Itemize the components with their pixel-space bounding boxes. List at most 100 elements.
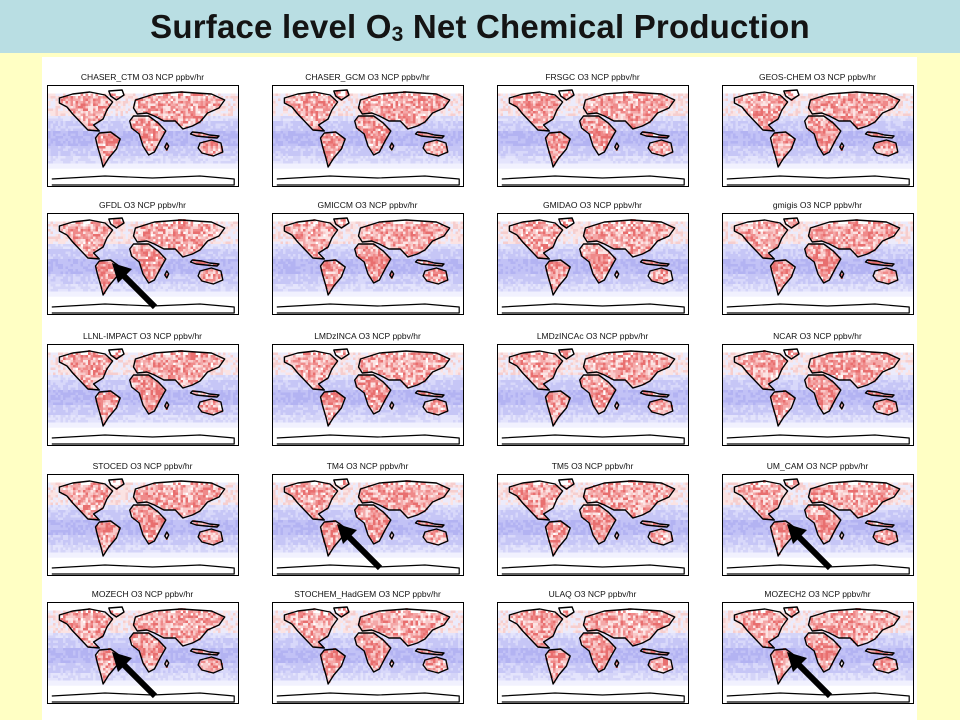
world-map-svg: [48, 606, 238, 703]
coastline: [283, 480, 339, 521]
model-map-panel: NCAR O3 NCP ppbv/hr: [719, 330, 916, 450]
coastline: [508, 350, 564, 391]
coastline: [783, 348, 800, 360]
coastline: [319, 131, 346, 168]
panel-title: CHASER_GCM O3 NCP ppbv/hr: [269, 71, 466, 83]
coastline: [422, 398, 449, 416]
coastline: [769, 259, 796, 296]
coastline: [189, 648, 220, 656]
coastline: [864, 259, 895, 267]
coastline: [354, 632, 392, 673]
coastline: [501, 434, 685, 445]
coastline: [189, 390, 220, 398]
coastline: [639, 648, 670, 656]
coastline: [726, 564, 910, 575]
coastline: [839, 659, 845, 668]
coastline: [639, 520, 670, 528]
panel-title: CHASER_CTM O3 NCP ppbv/hr: [44, 71, 241, 83]
coastline: [283, 91, 339, 132]
ozone-production-map: [47, 85, 239, 187]
coastline: [389, 659, 395, 668]
coastline: [726, 175, 910, 186]
world-map-svg: [273, 89, 463, 186]
coastline: [872, 139, 899, 157]
coastline: [276, 434, 460, 445]
coastline: [108, 606, 125, 618]
world-map-svg: [273, 348, 463, 445]
coastline: [726, 692, 910, 703]
coastline: [357, 350, 451, 389]
coastline: [422, 267, 449, 285]
panel-title: GMICCM O3 NCP ppbv/hr: [269, 199, 466, 211]
coastline: [132, 91, 226, 130]
coastline: [544, 259, 571, 296]
coastline: [804, 115, 842, 156]
coastline: [804, 243, 842, 284]
ozone-production-map: [47, 344, 239, 446]
coastline: [864, 648, 895, 656]
ozone-production-map: [722, 474, 914, 576]
coastline: [508, 219, 564, 260]
model-map-panel: ULAQ O3 NCP ppbv/hr: [494, 588, 691, 708]
coastline: [872, 267, 899, 285]
coastline: [129, 504, 167, 545]
coastline: [582, 91, 676, 130]
panel-title: NCAR O3 NCP ppbv/hr: [719, 330, 916, 342]
coastline: [864, 390, 895, 398]
coastline: [647, 656, 674, 674]
coastline: [389, 531, 395, 540]
model-map-panel: GMICCM O3 NCP ppbv/hr: [269, 199, 466, 319]
slide-title: Surface level O3 Net Chemical Production: [150, 8, 810, 46]
model-map-panel: STOCED O3 NCP ppbv/hr: [44, 460, 241, 580]
coastline: [872, 656, 899, 674]
world-map-svg: [498, 348, 688, 445]
coastline: [783, 217, 800, 229]
coastline: [94, 520, 121, 557]
coastline: [51, 564, 235, 575]
coastline: [164, 142, 170, 151]
coastline: [357, 91, 451, 130]
ozone-production-map: [272, 85, 464, 187]
coastline: [769, 390, 796, 427]
panel-title: GEOS-CHEM O3 NCP ppbv/hr: [719, 71, 916, 83]
coastline: [58, 608, 114, 649]
coastline: [579, 632, 617, 673]
coastline: [129, 374, 167, 415]
world-map-svg: [273, 217, 463, 314]
model-map-panel: GEOS-CHEM O3 NCP ppbv/hr: [719, 71, 916, 191]
panel-title: TM5 O3 NCP ppbv/hr: [494, 460, 691, 472]
coastline: [726, 303, 910, 314]
coastline: [333, 348, 350, 360]
model-map-panel: FRSGC O3 NCP ppbv/hr: [494, 71, 691, 191]
coastline: [733, 91, 789, 132]
world-map-svg: [48, 478, 238, 575]
coastline: [804, 504, 842, 545]
coastline: [579, 504, 617, 545]
coastline: [422, 656, 449, 674]
ozone-production-map: [722, 85, 914, 187]
coastline: [94, 390, 121, 427]
world-map-svg: [498, 478, 688, 575]
coastline: [639, 131, 670, 139]
coastline: [804, 632, 842, 673]
map-panel-grid: CHASER_CTM O3 NCP ppbv/hr CHASER_GCM O3 N…: [42, 57, 917, 720]
panel-title: TM4 O3 NCP ppbv/hr: [269, 460, 466, 472]
coastline: [544, 520, 571, 557]
coastline: [51, 692, 235, 703]
coastline: [501, 175, 685, 186]
coastline: [164, 401, 170, 410]
model-map-panel: CHASER_GCM O3 NCP ppbv/hr: [269, 71, 466, 191]
coastline: [357, 480, 451, 519]
coastline: [129, 115, 167, 156]
coastline: [839, 531, 845, 540]
ozone-production-map: [497, 213, 689, 315]
coastline: [558, 348, 575, 360]
coastline: [783, 89, 800, 101]
coastline: [864, 131, 895, 139]
ozone-production-map: [272, 344, 464, 446]
coastline: [614, 401, 620, 410]
coastline: [319, 520, 346, 557]
coastline: [864, 520, 895, 528]
coastline: [414, 648, 445, 656]
world-map-svg: [723, 89, 913, 186]
